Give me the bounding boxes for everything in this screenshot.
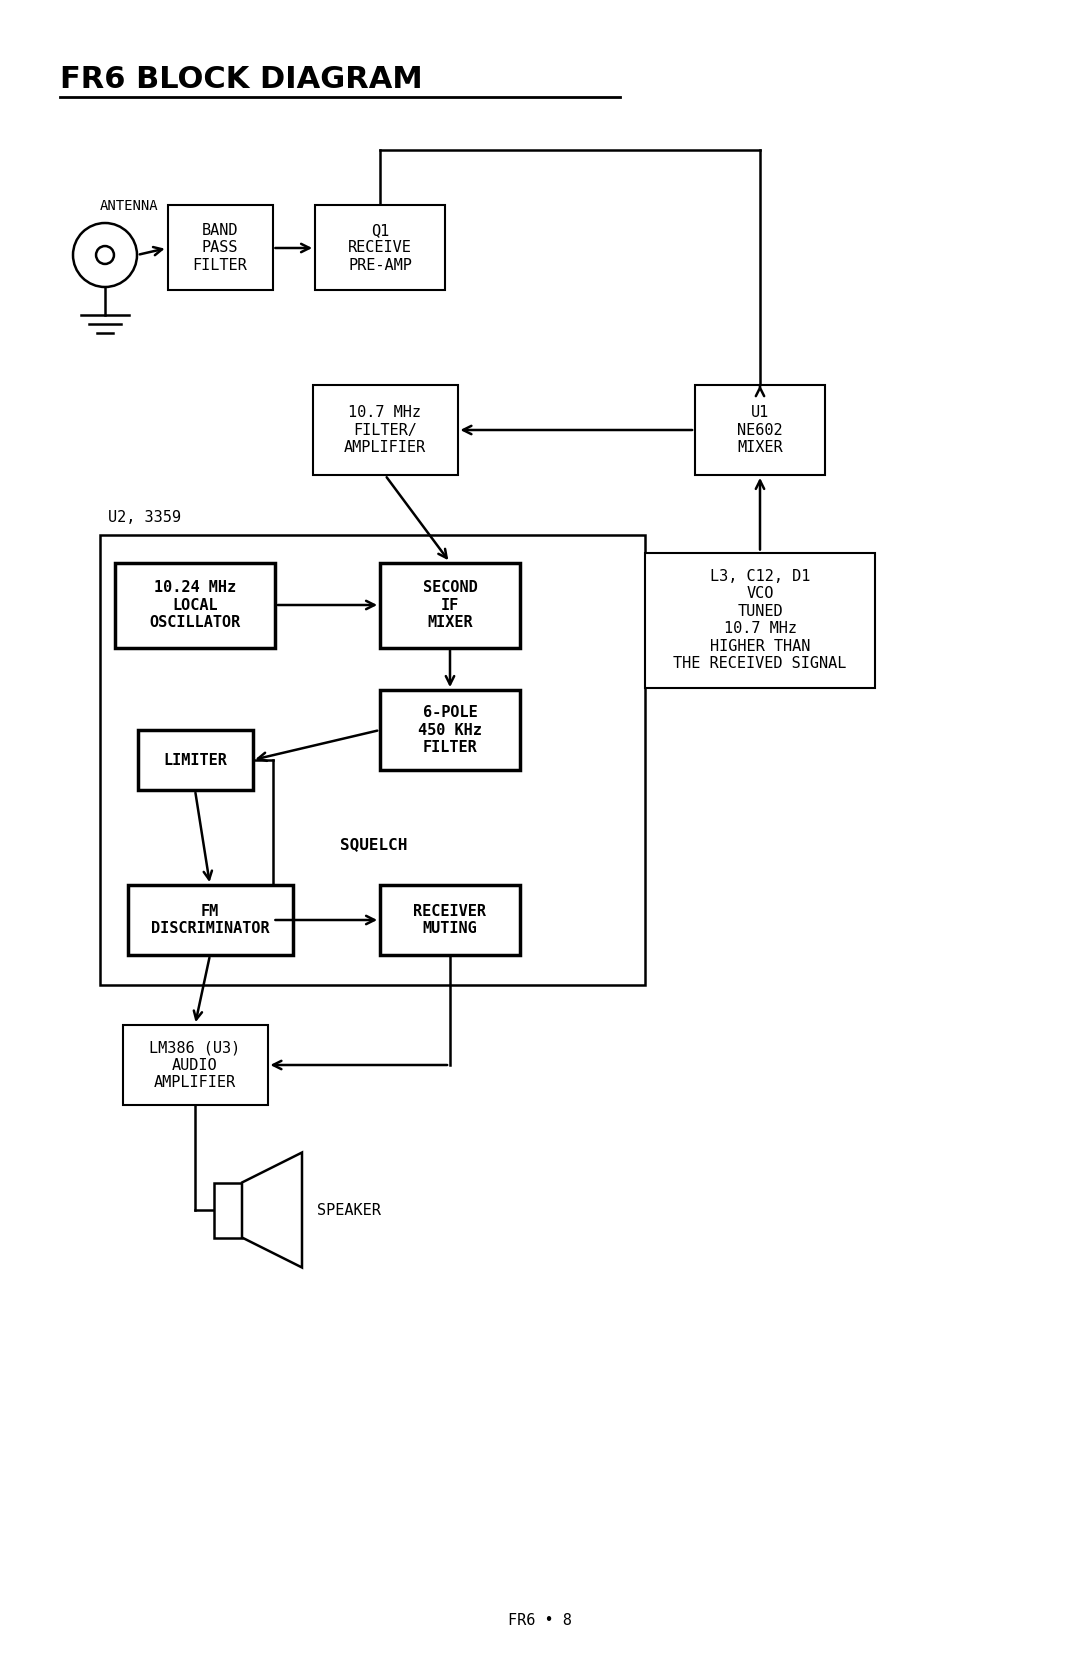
Bar bbox=[380, 885, 519, 955]
Text: U2, 3359: U2, 3359 bbox=[108, 511, 181, 526]
Bar bbox=[127, 885, 293, 955]
Text: LIMITER: LIMITER bbox=[163, 753, 227, 768]
Bar bbox=[122, 1025, 268, 1105]
Text: BAND
PASS
FILTER: BAND PASS FILTER bbox=[192, 224, 247, 274]
Text: U1
NE602
MIXER: U1 NE602 MIXER bbox=[738, 406, 783, 456]
Text: SECOND
IF
MIXER: SECOND IF MIXER bbox=[422, 581, 477, 629]
Bar bbox=[380, 562, 519, 648]
Bar bbox=[315, 205, 445, 290]
Text: FR6 BLOCK DIAGRAM: FR6 BLOCK DIAGRAM bbox=[60, 65, 422, 93]
Text: 6-POLE
450 KHz
FILTER: 6-POLE 450 KHz FILTER bbox=[418, 704, 482, 754]
Bar bbox=[312, 386, 458, 476]
Text: Q1
RECEIVE
PRE-AMP: Q1 RECEIVE PRE-AMP bbox=[348, 224, 411, 274]
Text: 10.24 MHz
LOCAL
OSCILLATOR: 10.24 MHz LOCAL OSCILLATOR bbox=[149, 581, 241, 629]
Text: SPEAKER: SPEAKER bbox=[318, 1202, 381, 1217]
Bar bbox=[645, 552, 875, 688]
Text: ANTENNA: ANTENNA bbox=[100, 199, 159, 214]
Bar bbox=[380, 689, 519, 769]
Text: L3, C12, D1
VCO
TUNED
10.7 MHz
HIGHER THAN
THE RECEIVED SIGNAL: L3, C12, D1 VCO TUNED 10.7 MHz HIGHER TH… bbox=[673, 569, 847, 671]
Bar bbox=[214, 1183, 242, 1237]
Bar bbox=[114, 562, 275, 648]
Bar bbox=[137, 729, 253, 789]
Bar bbox=[167, 205, 272, 290]
Text: LM386 (U3)
AUDIO
AMPLIFIER: LM386 (U3) AUDIO AMPLIFIER bbox=[149, 1040, 241, 1090]
Text: SQUELCH: SQUELCH bbox=[340, 838, 407, 853]
Polygon shape bbox=[242, 1153, 302, 1267]
Bar bbox=[100, 536, 645, 985]
Text: RECEIVER
MUTING: RECEIVER MUTING bbox=[414, 905, 486, 936]
Text: FR6 • 8: FR6 • 8 bbox=[508, 1612, 572, 1627]
Text: FM
DISCRIMINATOR: FM DISCRIMINATOR bbox=[151, 905, 269, 936]
Text: 10.7 MHz
FILTER/
AMPLIFIER: 10.7 MHz FILTER/ AMPLIFIER bbox=[343, 406, 427, 456]
Bar bbox=[696, 386, 825, 476]
